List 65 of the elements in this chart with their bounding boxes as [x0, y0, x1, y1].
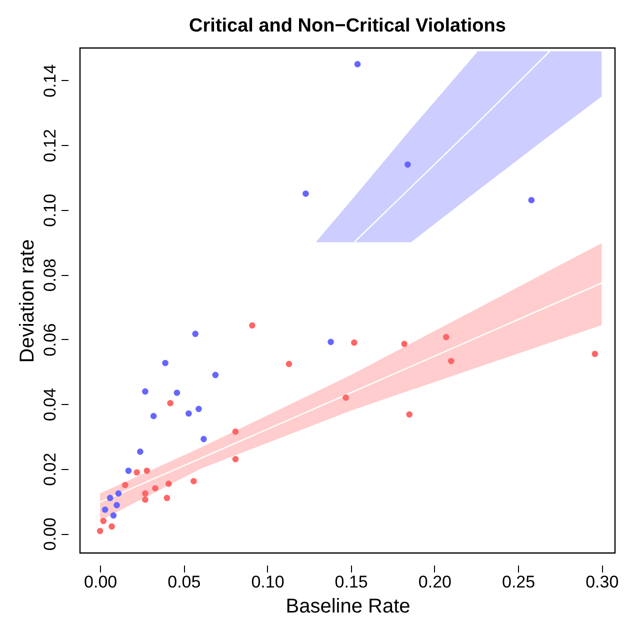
y-tick-label: 0.06: [40, 323, 60, 356]
x-tick-label: 0.20: [418, 572, 452, 592]
x-tick-label: 0.00: [84, 572, 118, 592]
point: [114, 502, 120, 508]
line-series: [354, 50, 550, 243]
y-tick-label: 0.08: [40, 258, 60, 292]
point: [152, 485, 158, 492]
point: [106, 494, 114, 502]
x-tick-label: 0.05: [168, 572, 201, 592]
point: [448, 358, 454, 364]
point: [212, 372, 219, 378]
y-tick-label: 0.14: [40, 64, 60, 98]
point: [164, 494, 170, 502]
point: [174, 390, 180, 396]
point: [196, 406, 202, 412]
point: [102, 506, 108, 513]
point: [142, 496, 148, 503]
point: [232, 456, 239, 462]
x-axis-title: Baseline Rate: [286, 596, 410, 618]
point: [351, 339, 358, 346]
point: [302, 190, 309, 197]
point: [401, 340, 408, 348]
point: [328, 338, 334, 346]
point: [406, 411, 413, 418]
point: [142, 490, 148, 497]
line-series: [99, 282, 602, 503]
x-tick-label: 0.15: [334, 572, 368, 592]
y-axis-title: Deviation rate: [16, 239, 38, 363]
point: [108, 523, 115, 530]
point: [442, 334, 450, 340]
point: [125, 468, 132, 474]
point: [354, 61, 361, 68]
point: [342, 394, 349, 401]
y-tick-label: 0.02: [40, 452, 60, 486]
point: [200, 436, 207, 442]
y-tick-label: 0.12: [40, 129, 60, 162]
point: [144, 468, 150, 474]
point: [528, 196, 535, 204]
point: [190, 478, 197, 484]
point: [137, 448, 144, 455]
point: [165, 480, 172, 487]
y-tick-label: 0.10: [40, 194, 60, 227]
point: [122, 482, 128, 488]
point: [150, 412, 157, 420]
point: [249, 322, 256, 329]
point: [110, 512, 117, 519]
chart-title: Critical and Non−Critical Violations: [189, 15, 506, 36]
point: [142, 388, 148, 395]
point: [134, 469, 140, 476]
point: [115, 490, 122, 497]
point: [286, 360, 292, 368]
point: [232, 428, 239, 435]
x-tick-label: 0.30: [586, 572, 619, 592]
x-tick-label: 0.10: [251, 572, 284, 592]
y-tick-label: 0.04: [40, 388, 60, 422]
point: [186, 410, 192, 417]
point: [167, 400, 174, 406]
x-tick-label: 0.25: [502, 572, 536, 592]
point: [404, 161, 411, 168]
point: [100, 518, 107, 524]
point: [96, 528, 104, 534]
y-tick-label: 0.00: [40, 518, 60, 551]
point: [192, 330, 199, 337]
point: [162, 360, 168, 366]
point: [592, 350, 598, 358]
